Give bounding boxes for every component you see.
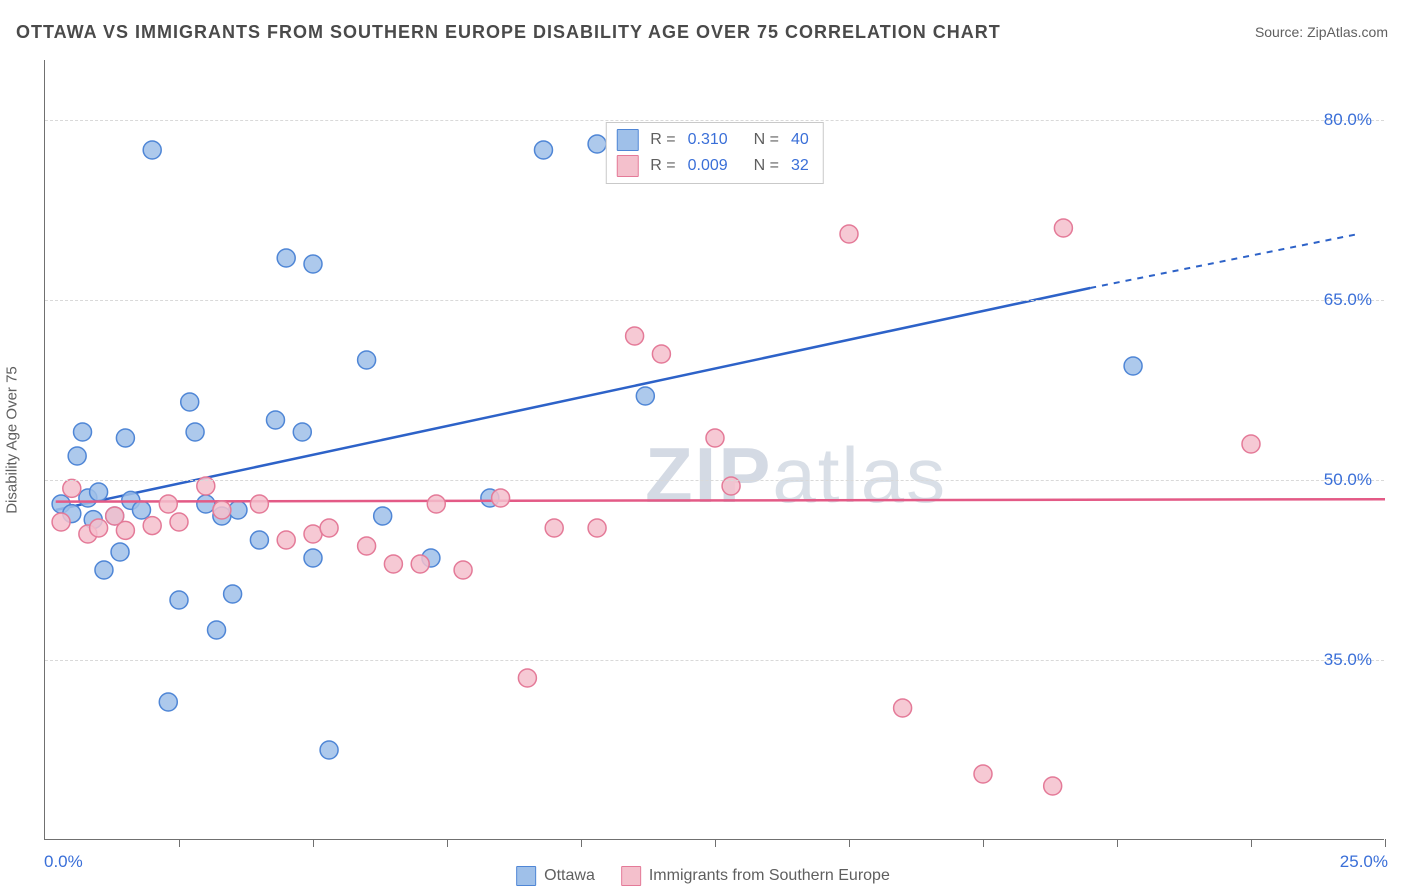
x-tick [983, 839, 984, 847]
legend-item: Immigrants from Southern Europe [621, 866, 890, 886]
legend-row: R = 0.009 N = 32 [616, 153, 808, 179]
y-tick-label: 35.0% [1324, 650, 1372, 670]
chart-plot-area: ZIPatlas R =0.310N =40R =0.009N =32 35.0… [44, 60, 1384, 840]
legend-label: Immigrants from Southern Europe [649, 867, 890, 884]
series-legend: Ottawa Immigrants from Southern Europe [516, 866, 890, 886]
legend-r-label: R = [650, 127, 675, 153]
legend-r-value: 0.310 [688, 127, 742, 153]
x-tick [447, 839, 448, 847]
x-axis-min-label: 0.0% [44, 852, 83, 872]
legend-row: R = 0.310 N = 40 [616, 127, 808, 153]
x-tick [1251, 839, 1252, 847]
gridline [45, 660, 1384, 661]
legend-r-value: 0.009 [688, 153, 742, 179]
x-tick [581, 839, 582, 847]
x-axis-max-label: 25.0% [1340, 852, 1388, 872]
chart-title: OTTAWA VS IMMIGRANTS FROM SOUTHERN EUROP… [16, 22, 1001, 43]
gridline [45, 120, 1384, 121]
legend-swatch [616, 155, 638, 177]
x-tick [715, 839, 716, 847]
source-label: Source: ZipAtlas.com [1255, 24, 1388, 40]
legend-swatch [616, 129, 638, 151]
legend-n-label: N = [754, 153, 779, 179]
x-tick [1385, 839, 1386, 847]
y-axis-label: Disability Age Over 75 [4, 366, 21, 514]
legend-label: Ottawa [544, 867, 595, 884]
gridline [45, 480, 1384, 481]
legend-n-value: 40 [791, 127, 809, 153]
legend-n-value: 32 [791, 153, 809, 179]
correlation-legend: R = 0.310 N = 40 R = 0.009 N = 32 [605, 122, 823, 184]
legend-r-label: R = [650, 153, 675, 179]
gridline [45, 300, 1384, 301]
y-tick-label: 80.0% [1324, 110, 1372, 130]
legend-item: Ottawa [516, 866, 595, 886]
legend-swatch [621, 866, 641, 886]
y-tick-label: 50.0% [1324, 470, 1372, 490]
x-tick [313, 839, 314, 847]
x-tick [1117, 839, 1118, 847]
x-tick [179, 839, 180, 847]
x-tick [849, 839, 850, 847]
legend-swatch [516, 866, 536, 886]
y-tick-label: 65.0% [1324, 290, 1372, 310]
legend-n-label: N = [754, 127, 779, 153]
